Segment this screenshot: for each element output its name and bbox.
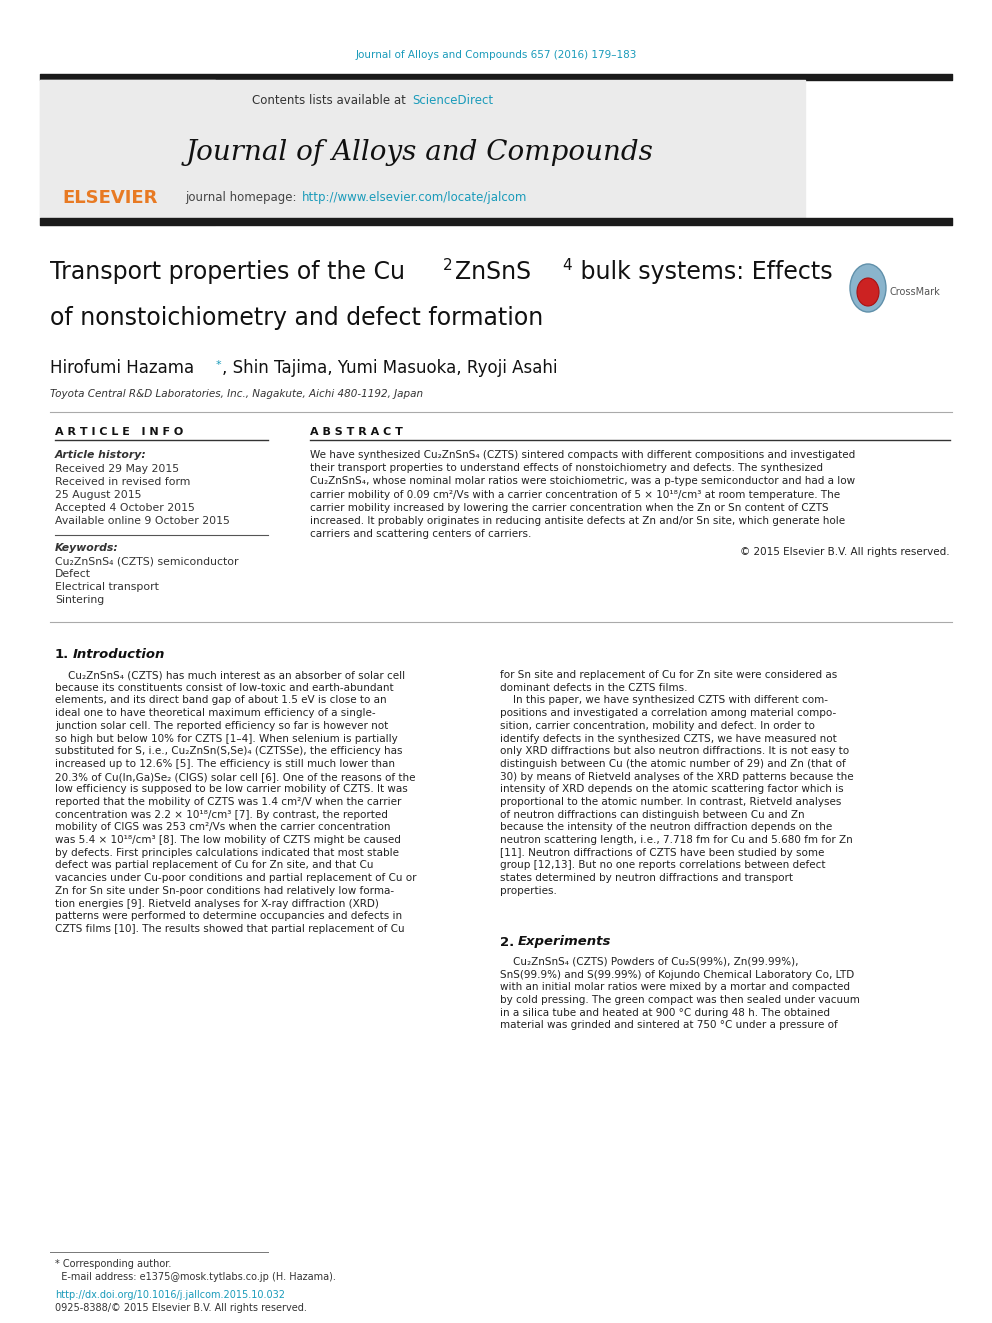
Text: proportional to the atomic number. In contrast, Rietveld analyses: proportional to the atomic number. In co… (500, 796, 841, 807)
Text: ideal one to have theoretical maximum efficiency of a single-: ideal one to have theoretical maximum ef… (55, 708, 376, 718)
Text: 0925-8388/© 2015 Elsevier B.V. All rights reserved.: 0925-8388/© 2015 Elsevier B.V. All right… (55, 1303, 307, 1312)
Text: material was grinded and sintered at 750 °C under a pressure of: material was grinded and sintered at 750… (500, 1020, 838, 1031)
Text: because the intensity of the neutron diffraction depends on the: because the intensity of the neutron dif… (500, 823, 832, 832)
Text: Sintering: Sintering (55, 595, 104, 605)
Text: Article history:: Article history: (55, 450, 147, 460)
Text: intensity of XRD depends on the atomic scattering factor which is: intensity of XRD depends on the atomic s… (500, 785, 843, 794)
Text: 25 August 2015: 25 August 2015 (55, 490, 142, 500)
Text: so high but below 10% for CZTS [1–4]. When selenium is partially: so high but below 10% for CZTS [1–4]. Wh… (55, 733, 398, 744)
Text: of nonstoichiometry and defect formation: of nonstoichiometry and defect formation (50, 306, 544, 329)
Text: by defects. First principles calculations indicated that most stable: by defects. First principles calculation… (55, 848, 399, 857)
Text: properties.: properties. (500, 886, 557, 896)
Text: In this paper, we have synthesized CZTS with different com-: In this paper, we have synthesized CZTS … (500, 696, 828, 705)
Text: , Shin Tajima, Yumi Masuoka, Ryoji Asahi: , Shin Tajima, Yumi Masuoka, Ryoji Asahi (222, 359, 558, 377)
Text: Cu₂ZnSnS₄ (CZTS) Powders of Cu₂S(99%), Zn(99.99%),: Cu₂ZnSnS₄ (CZTS) Powders of Cu₂S(99%), Z… (500, 957, 799, 967)
Ellipse shape (850, 265, 886, 312)
Text: Available online 9 October 2015: Available online 9 October 2015 (55, 516, 230, 527)
Text: with an initial molar ratios were mixed by a mortar and compacted: with an initial molar ratios were mixed … (500, 983, 850, 992)
Text: Accepted 4 October 2015: Accepted 4 October 2015 (55, 503, 194, 513)
Text: substituted for S, i.e., Cu₂ZnSn(S,Se)₄ (CZTSSe), the efficiency has: substituted for S, i.e., Cu₂ZnSn(S,Se)₄ … (55, 746, 403, 757)
Text: increased up to 12.6% [5]. The efficiency is still much lower than: increased up to 12.6% [5]. The efficienc… (55, 759, 395, 769)
Text: ELSEVIER: ELSEVIER (62, 189, 158, 206)
Text: Defect: Defect (55, 569, 91, 579)
Text: Journal of Alloys and Compounds 657 (2016) 179–183: Journal of Alloys and Compounds 657 (201… (355, 50, 637, 60)
Text: [11]. Neutron diffractions of CZTS have been studied by some: [11]. Neutron diffractions of CZTS have … (500, 848, 824, 857)
Text: states determined by neutron diffractions and transport: states determined by neutron diffraction… (500, 873, 793, 884)
Text: 1.: 1. (55, 647, 69, 660)
Text: 30) by means of Rietveld analyses of the XRD patterns because the: 30) by means of Rietveld analyses of the… (500, 771, 854, 782)
Text: http://www.elsevier.com/locate/jalcom: http://www.elsevier.com/locate/jalcom (302, 192, 528, 205)
Text: Introduction: Introduction (73, 647, 166, 660)
Text: tion energies [9]. Rietveld analyses for X-ray diffraction (XRD): tion energies [9]. Rietveld analyses for… (55, 898, 379, 909)
Text: concentration was 2.2 × 10¹⁸/cm³ [7]. By contrast, the reported: concentration was 2.2 × 10¹⁸/cm³ [7]. By… (55, 810, 388, 820)
Text: SnS(99.9%) and S(99.99%) of Kojundo Chemical Laboratory Co, LTD: SnS(99.9%) and S(99.99%) of Kojundo Chem… (500, 970, 854, 980)
Text: Journal of Alloys and Compounds: Journal of Alloys and Compounds (186, 139, 654, 165)
Text: Received 29 May 2015: Received 29 May 2015 (55, 464, 180, 474)
Text: mobility of CIGS was 253 cm²/Vs when the carrier concentration: mobility of CIGS was 253 cm²/Vs when the… (55, 823, 391, 832)
Text: 4: 4 (562, 258, 571, 274)
Text: identify defects in the synthesized CZTS, we have measured not: identify defects in the synthesized CZTS… (500, 733, 836, 744)
Text: vacancies under Cu-poor conditions and partial replacement of Cu or: vacancies under Cu-poor conditions and p… (55, 873, 417, 884)
Text: low efficiency is supposed to be low carrier mobility of CZTS. It was: low efficiency is supposed to be low car… (55, 785, 408, 794)
Text: bulk systems: Effects: bulk systems: Effects (573, 261, 832, 284)
Text: © 2015 Elsevier B.V. All rights reserved.: © 2015 Elsevier B.V. All rights reserved… (740, 546, 950, 557)
Text: Zn for Sn site under Sn-poor conditions had relatively low forma-: Zn for Sn site under Sn-poor conditions … (55, 886, 394, 896)
Text: neutron scattering length, i.e., 7.718 fm for Cu and 5.680 fm for Zn: neutron scattering length, i.e., 7.718 f… (500, 835, 853, 845)
Text: ScienceDirect: ScienceDirect (412, 94, 493, 106)
Text: CrossMark: CrossMark (890, 287, 940, 296)
Text: Hirofumi Hazama: Hirofumi Hazama (50, 359, 194, 377)
Text: defect was partial replacement of Cu for Zn site, and that Cu: defect was partial replacement of Cu for… (55, 860, 374, 871)
Text: by cold pressing. The green compact was then sealed under vacuum: by cold pressing. The green compact was … (500, 995, 860, 1005)
Text: 2: 2 (443, 258, 452, 274)
Text: only XRD diffractions but also neutron diffractions. It is not easy to: only XRD diffractions but also neutron d… (500, 746, 849, 757)
Text: Contents lists available at: Contents lists available at (252, 94, 410, 106)
Text: distinguish between Cu (the atomic number of 29) and Zn (that of: distinguish between Cu (the atomic numbe… (500, 759, 846, 769)
Text: 2.: 2. (500, 935, 514, 949)
Text: Received in revised form: Received in revised form (55, 478, 190, 487)
Text: A R T I C L E   I N F O: A R T I C L E I N F O (55, 427, 184, 437)
Text: positions and investigated a correlation among material compo-: positions and investigated a correlation… (500, 708, 836, 718)
Text: their transport properties to understand effects of nonstoichiometry and defects: their transport properties to understand… (310, 463, 823, 474)
Text: Keywords:: Keywords: (55, 542, 119, 553)
Text: Toyota Central R&D Laboratories, Inc., Nagakute, Aichi 480-1192, Japan: Toyota Central R&D Laboratories, Inc., N… (50, 389, 424, 400)
Text: Experiments: Experiments (518, 935, 611, 949)
Text: journal homepage:: journal homepage: (185, 192, 300, 205)
Text: reported that the mobility of CZTS was 1.4 cm²/V when the carrier: reported that the mobility of CZTS was 1… (55, 796, 402, 807)
Text: dominant defects in the CZTS films.: dominant defects in the CZTS films. (500, 683, 687, 693)
Text: Transport properties of the Cu: Transport properties of the Cu (50, 261, 405, 284)
Text: ZnSnS: ZnSnS (455, 261, 531, 284)
Text: *: * (216, 360, 221, 370)
Text: 20.3% of Cu(In,Ga)Se₂ (CIGS) solar cell [6]. One of the reasons of the: 20.3% of Cu(In,Ga)Se₂ (CIGS) solar cell … (55, 771, 416, 782)
Text: for Sn site and replacement of Cu for Zn site were considered as: for Sn site and replacement of Cu for Zn… (500, 669, 837, 680)
Text: Cu₂ZnSnS₄, whose nominal molar ratios were stoichiometric, was a p-type semicond: Cu₂ZnSnS₄, whose nominal molar ratios we… (310, 476, 855, 487)
Text: carriers and scattering centers of carriers.: carriers and scattering centers of carri… (310, 529, 532, 540)
Text: A B S T R A C T: A B S T R A C T (310, 427, 403, 437)
Text: increased. It probably originates in reducing antisite defects at Zn and/or Sn s: increased. It probably originates in red… (310, 516, 845, 527)
Text: We have synthesized Cu₂ZnSnS₄ (CZTS) sintered compacts with different compositio: We have synthesized Cu₂ZnSnS₄ (CZTS) sin… (310, 450, 855, 460)
Text: carrier mobility of 0.09 cm²/Vs with a carrier concentration of 5 × 10¹⁸/cm³ at : carrier mobility of 0.09 cm²/Vs with a c… (310, 490, 840, 500)
Text: * Corresponding author.: * Corresponding author. (55, 1259, 172, 1269)
Text: of neutron diffractions can distinguish between Cu and Zn: of neutron diffractions can distinguish … (500, 810, 805, 820)
Text: group [12,13]. But no one reports correlations between defect: group [12,13]. But no one reports correl… (500, 860, 825, 871)
Text: Cu₂ZnSnS₄ (CZTS) semiconductor: Cu₂ZnSnS₄ (CZTS) semiconductor (55, 556, 238, 566)
Text: carrier mobility increased by lowering the carrier concentration when the Zn or : carrier mobility increased by lowering t… (310, 503, 828, 513)
Text: elements, and its direct band gap of about 1.5 eV is close to an: elements, and its direct band gap of abo… (55, 696, 387, 705)
Text: in a silica tube and heated at 900 °C during 48 h. The obtained: in a silica tube and heated at 900 °C du… (500, 1008, 830, 1017)
Text: Electrical transport: Electrical transport (55, 582, 159, 591)
Text: E-mail address: e1375@mosk.tytlabs.co.jp (H. Hazama).: E-mail address: e1375@mosk.tytlabs.co.jp… (55, 1271, 336, 1282)
Text: was 5.4 × 10¹⁸/cm³ [8]. The low mobility of CZTS might be caused: was 5.4 × 10¹⁸/cm³ [8]. The low mobility… (55, 835, 401, 845)
Text: sition, carrier concentration, mobility and defect. In order to: sition, carrier concentration, mobility … (500, 721, 814, 730)
Text: because its constituents consist of low-toxic and earth-abundant: because its constituents consist of low-… (55, 683, 394, 693)
Text: http://dx.doi.org/10.1016/j.jallcom.2015.10.032: http://dx.doi.org/10.1016/j.jallcom.2015… (55, 1290, 285, 1301)
Text: Cu₂ZnSnS₄ (CZTS) has much interest as an absorber of solar cell: Cu₂ZnSnS₄ (CZTS) has much interest as an… (55, 669, 405, 680)
Text: junction solar cell. The reported efficiency so far is however not: junction solar cell. The reported effici… (55, 721, 388, 730)
Text: patterns were performed to determine occupancies and defects in: patterns were performed to determine occ… (55, 912, 402, 921)
Ellipse shape (857, 278, 879, 306)
Text: CZTS films [10]. The results showed that partial replacement of Cu: CZTS films [10]. The results showed that… (55, 923, 405, 934)
